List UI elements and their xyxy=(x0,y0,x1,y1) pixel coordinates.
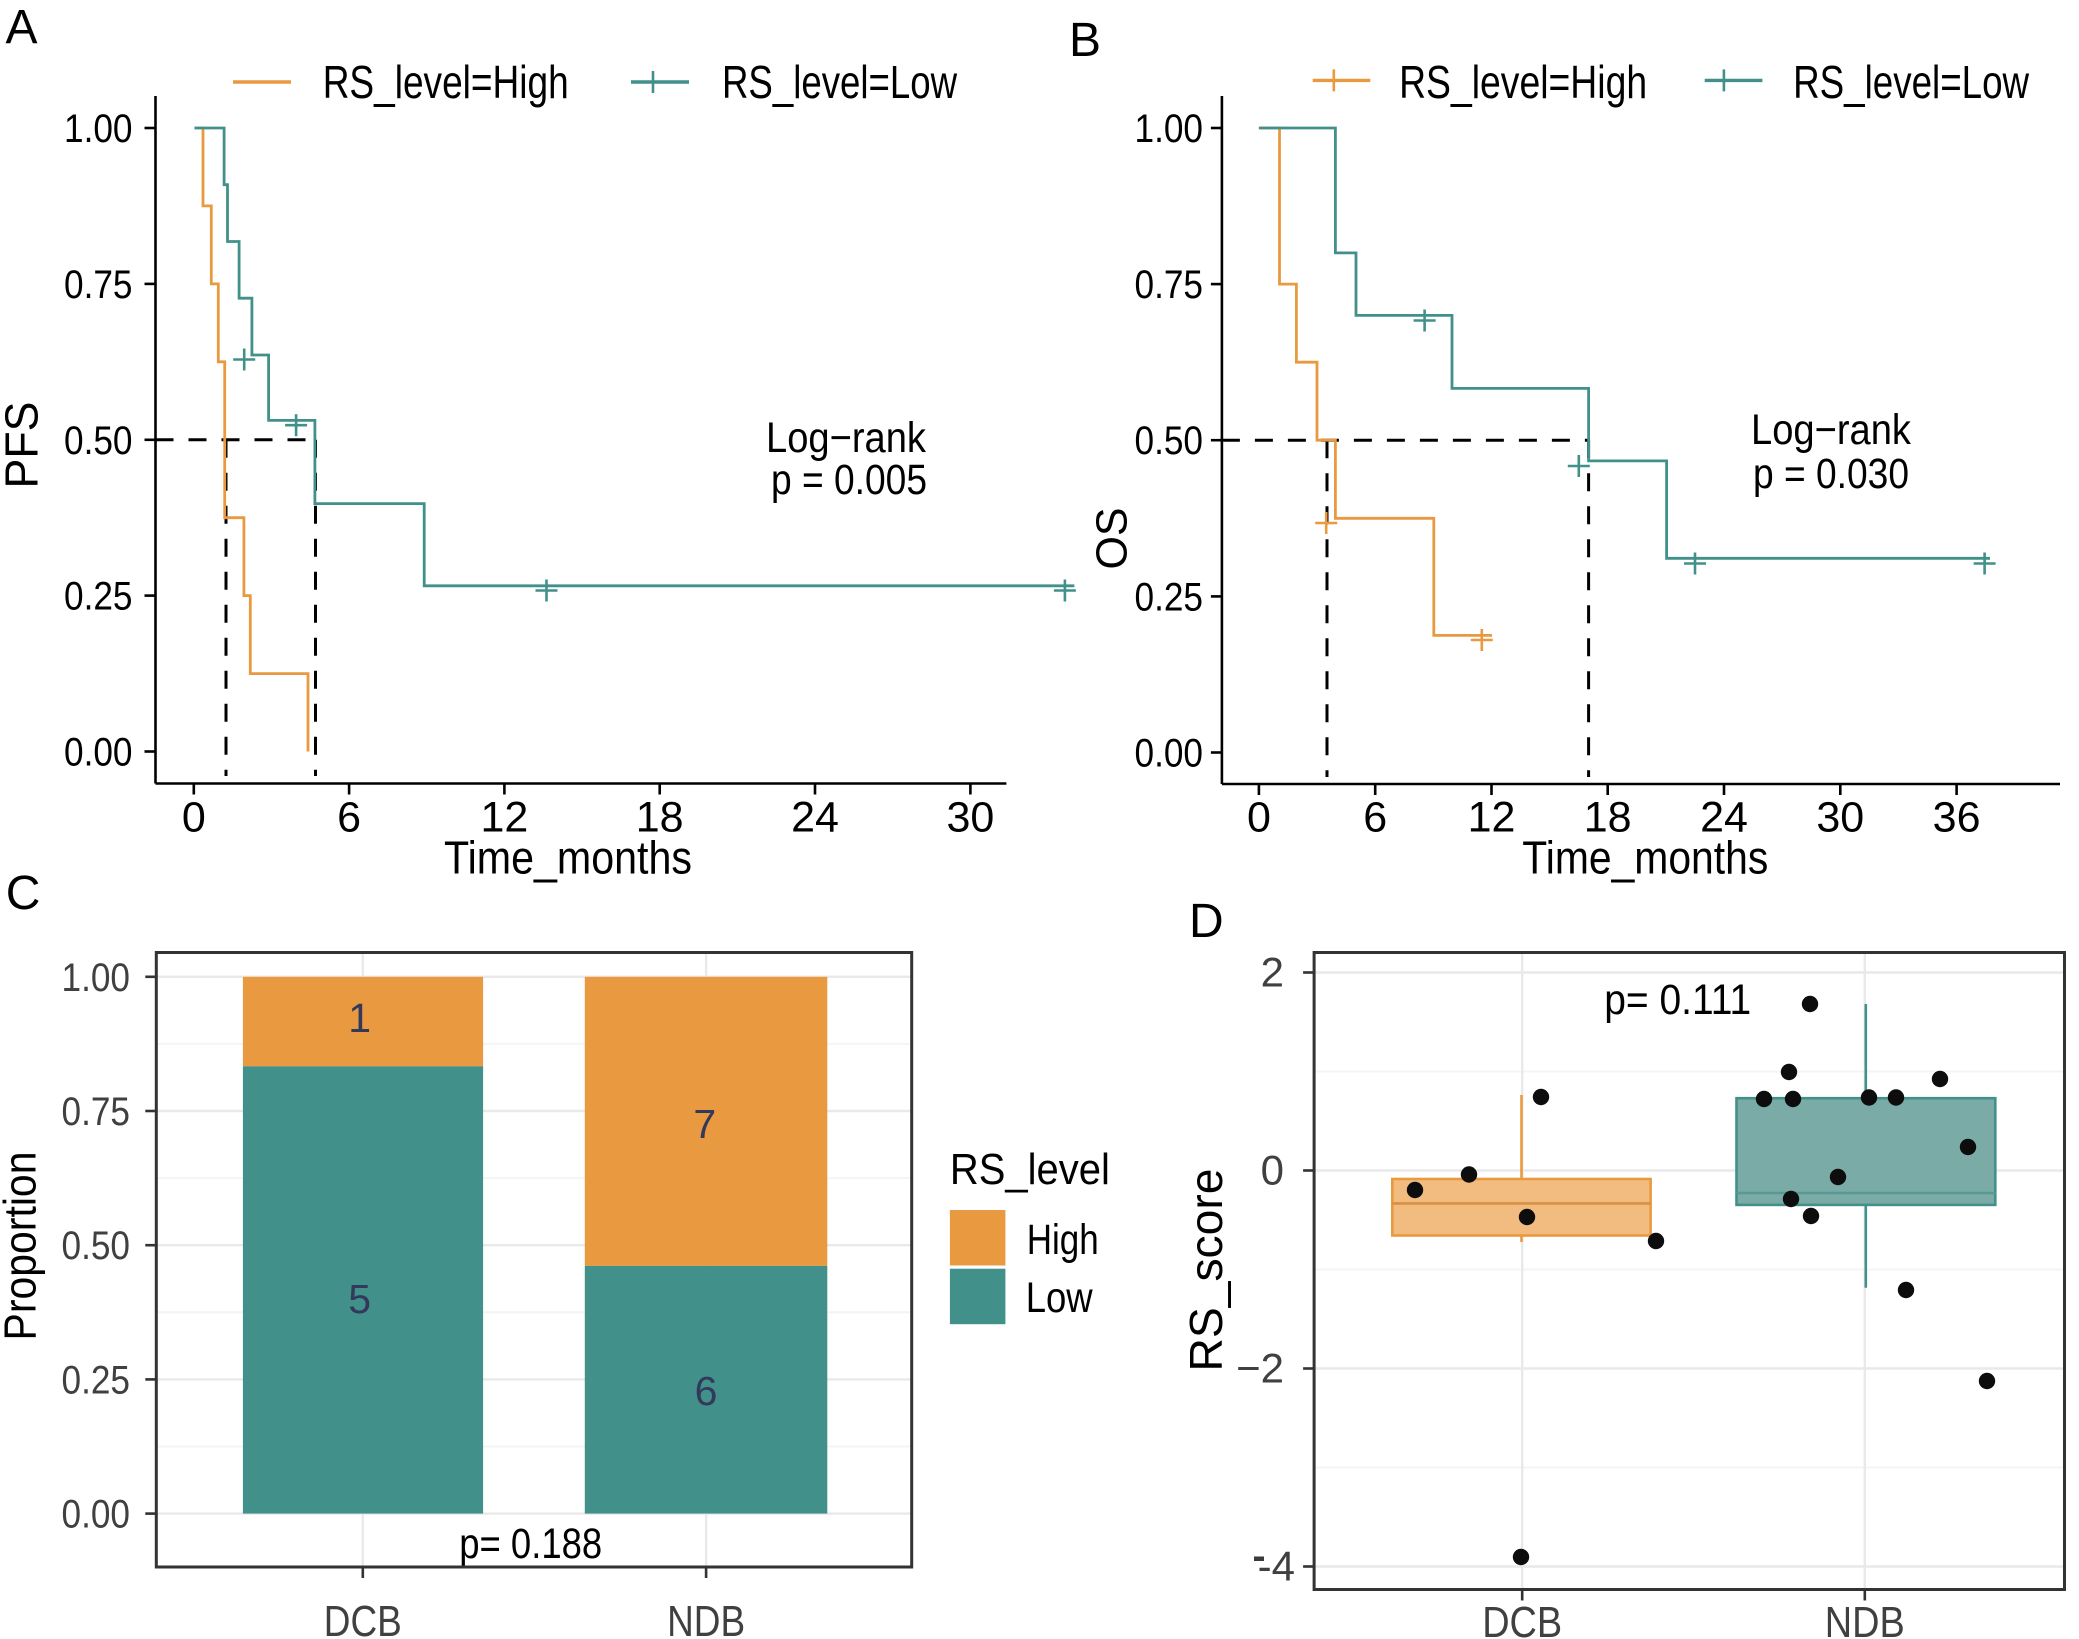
svg-text:B: B xyxy=(1069,14,1101,67)
svg-text:RS_score: RS_score xyxy=(1180,1169,1232,1372)
svg-text:0.25: 0.25 xyxy=(64,575,133,619)
svg-text:1.00: 1.00 xyxy=(64,107,133,151)
svg-text:p = 0.005: p = 0.005 xyxy=(771,456,927,504)
svg-text:0: 0 xyxy=(1261,1147,1284,1194)
svg-text:30: 30 xyxy=(1816,794,1864,842)
svg-text:0.50: 0.50 xyxy=(62,1224,131,1268)
svg-text:−2: −2 xyxy=(1236,1345,1284,1392)
svg-text:DCB: DCB xyxy=(1482,1598,1562,1639)
svg-text:Low: Low xyxy=(1026,1274,1094,1322)
svg-text:0: 0 xyxy=(182,794,206,842)
svg-text:0.00: 0.00 xyxy=(1135,732,1204,776)
svg-text:24: 24 xyxy=(791,794,839,842)
svg-text:-4: -4 xyxy=(1258,1543,1295,1590)
svg-text:NDB: NDB xyxy=(667,1597,745,1639)
svg-text:PFS: PFS xyxy=(0,402,48,489)
svg-text:A: A xyxy=(6,1,38,54)
svg-text:12: 12 xyxy=(480,794,528,842)
svg-text:NDB: NDB xyxy=(1825,1598,1905,1639)
svg-text:1.00: 1.00 xyxy=(62,956,131,1000)
svg-text:30: 30 xyxy=(946,794,994,842)
svg-text:p = 0.030: p = 0.030 xyxy=(1753,450,1909,498)
svg-text:0.00: 0.00 xyxy=(64,731,133,775)
svg-text:RS_level=Low: RS_level=Low xyxy=(722,56,958,108)
svg-text:12: 12 xyxy=(1468,794,1516,842)
svg-text:High: High xyxy=(1027,1216,1099,1264)
svg-text:0.00: 0.00 xyxy=(62,1493,131,1537)
svg-text:6: 6 xyxy=(337,794,361,842)
svg-text:RS_level=High: RS_level=High xyxy=(1399,56,1647,108)
svg-text:p= 0.188: p= 0.188 xyxy=(459,1520,602,1568)
svg-text:0.75: 0.75 xyxy=(64,263,133,307)
svg-text:7: 7 xyxy=(693,1101,716,1147)
svg-text:1: 1 xyxy=(348,995,371,1041)
svg-text:Time_months: Time_months xyxy=(444,832,692,884)
svg-text:6: 6 xyxy=(695,1368,718,1414)
svg-text:6: 6 xyxy=(1363,794,1387,842)
svg-text:D: D xyxy=(1189,895,1224,948)
svg-text:18: 18 xyxy=(636,794,684,842)
svg-text:0.25: 0.25 xyxy=(1135,575,1204,619)
svg-text:0.25: 0.25 xyxy=(62,1358,131,1402)
svg-text:Log−rank: Log−rank xyxy=(766,414,926,462)
svg-text:0.50: 0.50 xyxy=(1135,419,1204,463)
svg-text:18: 18 xyxy=(1584,794,1632,842)
svg-text:5: 5 xyxy=(348,1276,371,1322)
svg-text:RS_level: RS_level xyxy=(950,1145,1110,1194)
svg-text:0.50: 0.50 xyxy=(64,419,133,463)
svg-text:1.00: 1.00 xyxy=(1135,107,1204,151)
svg-text:RS_level=Low: RS_level=Low xyxy=(1793,56,2030,108)
svg-text:Time_months: Time_months xyxy=(1522,832,1768,884)
svg-text:24: 24 xyxy=(1700,794,1748,842)
svg-text:0.75: 0.75 xyxy=(62,1090,131,1134)
svg-text:DCB: DCB xyxy=(324,1597,402,1639)
svg-text:0: 0 xyxy=(1247,794,1271,842)
svg-text:36: 36 xyxy=(1933,794,1981,842)
svg-text:p= 0.111: p= 0.111 xyxy=(1604,976,1751,1024)
svg-text:OS: OS xyxy=(1088,508,1137,570)
svg-text:Proportion: Proportion xyxy=(0,1152,46,1341)
svg-text:Log−rank: Log−rank xyxy=(1751,406,1911,454)
svg-text:0.75: 0.75 xyxy=(1135,263,1204,307)
svg-text:2: 2 xyxy=(1261,949,1284,996)
svg-text:C: C xyxy=(6,867,41,920)
svg-text:RS_level=High: RS_level=High xyxy=(323,56,569,108)
